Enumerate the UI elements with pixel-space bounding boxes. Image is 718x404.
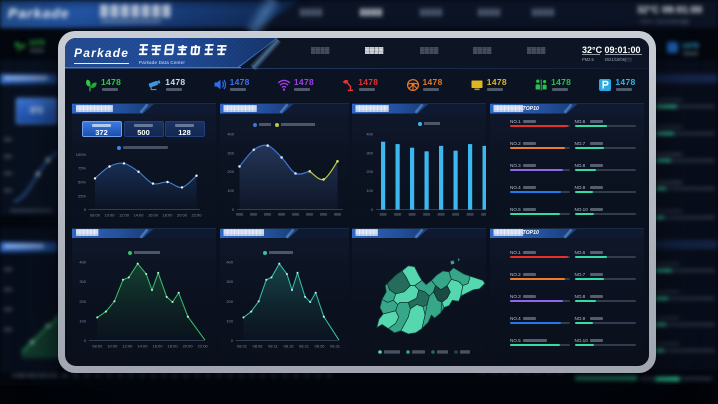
svg-text:10:00: 10:00 [107, 343, 118, 348]
svg-text:200: 200 [226, 298, 233, 303]
svg-text:0: 0 [84, 207, 87, 212]
svg-text:100: 100 [366, 188, 373, 193]
svg-text:300: 300 [366, 150, 373, 155]
svg-text:08.06: 08.06 [252, 343, 263, 348]
svg-text:400: 400 [226, 259, 233, 264]
svg-text:22:00: 22:00 [191, 213, 202, 218]
svg-text:16:00: 16:00 [152, 343, 163, 348]
svg-text:400: 400 [227, 132, 234, 137]
svg-text:22:00: 22:00 [198, 343, 209, 348]
svg-text:08:00: 08:00 [90, 213, 101, 218]
svg-text:20:00: 20:00 [177, 213, 188, 218]
svg-text:18:00: 18:00 [162, 213, 173, 218]
svg-text:300: 300 [227, 150, 234, 155]
svg-text:100: 100 [227, 188, 234, 193]
svg-text:18:00: 18:00 [168, 343, 179, 348]
svg-text:08.26: 08.26 [314, 343, 325, 348]
svg-text:25%: 25% [78, 193, 86, 198]
svg-text:08.21: 08.21 [298, 343, 309, 348]
svg-text:0: 0 [230, 337, 233, 342]
svg-text:0: 0 [84, 337, 87, 342]
svg-text:75%: 75% [78, 166, 86, 171]
svg-text:14:00: 14:00 [137, 343, 148, 348]
svg-text:0: 0 [370, 207, 373, 212]
svg-text:08.31: 08.31 [329, 343, 340, 348]
svg-text:300: 300 [226, 279, 233, 284]
svg-text:08.01: 08.01 [236, 343, 247, 348]
svg-text:0: 0 [231, 207, 234, 212]
svg-text:400: 400 [79, 259, 86, 264]
svg-text:20:00: 20:00 [183, 343, 194, 348]
svg-text:200: 200 [366, 169, 373, 174]
svg-text:12:00: 12:00 [119, 213, 130, 218]
svg-text:08.16: 08.16 [283, 343, 294, 348]
svg-text:16:00: 16:00 [148, 213, 159, 218]
svg-text:50%: 50% [78, 180, 86, 185]
svg-text:08:00: 08:00 [92, 343, 103, 348]
svg-text:08.11: 08.11 [268, 343, 278, 348]
svg-text:100: 100 [79, 318, 86, 323]
svg-text:12:00: 12:00 [122, 343, 133, 348]
svg-text:100%: 100% [76, 152, 87, 157]
svg-text:400: 400 [366, 132, 373, 137]
svg-text:10:00: 10:00 [104, 213, 115, 218]
svg-text:200: 200 [227, 169, 234, 174]
svg-text:300: 300 [79, 279, 86, 284]
svg-text:200: 200 [79, 298, 86, 303]
svg-text:100: 100 [226, 318, 233, 323]
svg-text:14:00: 14:00 [133, 213, 144, 218]
